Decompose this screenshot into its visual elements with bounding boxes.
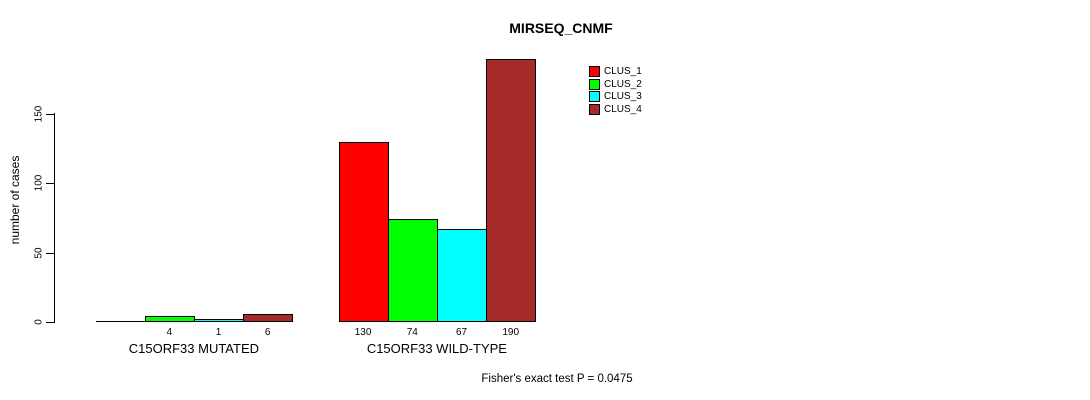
legend-swatch-clus_2	[589, 78, 600, 90]
bar-clus_4	[243, 314, 294, 322]
y-axis-tick	[46, 114, 54, 115]
category-label: C15ORF33 WILD-TYPE	[366, 341, 507, 356]
bar-clus_2	[144, 316, 195, 322]
fisher-test-annotation: Fisher's exact test P = 0.0475	[481, 373, 633, 385]
bar-value-label: 190	[502, 327, 520, 338]
legend-label-clus_2: CLUS_2	[604, 78, 642, 90]
bar-value-label: 74	[406, 327, 418, 338]
legend-swatch-clus_3	[589, 91, 600, 103]
y-axis-tick-label: 0	[33, 319, 45, 325]
bar-value-label: 130	[354, 327, 372, 338]
chart-title: MIRSEQ_CNMF	[509, 20, 613, 36]
bar-value-label: 1	[215, 327, 222, 338]
legend-swatch-clus_1	[589, 66, 600, 77]
legend-label-clus_4: CLUS_4	[604, 103, 642, 115]
y-axis-line	[54, 113, 55, 323]
legend-label-clus_3: CLUS_3	[604, 91, 642, 103]
bar-value-label: 67	[455, 327, 468, 338]
y-axis-tick-label: 150	[33, 105, 45, 123]
bar-clus_3	[436, 229, 488, 322]
y-axis-label: number of cases	[8, 155, 22, 245]
legend-label-clus_1: CLUS_1	[604, 66, 642, 77]
legend-swatch-clus_4	[589, 103, 600, 115]
y-axis-tick-label: 50	[33, 247, 45, 259]
y-axis-tick	[46, 253, 54, 254]
bar-clus_4	[486, 59, 537, 322]
category-label: C15ORF33 MUTATED	[128, 341, 260, 356]
bar-value-label: 6	[264, 327, 271, 338]
bar-zero-height	[95, 321, 146, 322]
bar-clus_1	[338, 142, 389, 322]
y-axis-tick	[46, 322, 54, 323]
bar-clus_2	[387, 219, 438, 322]
bar-clus_3	[193, 319, 245, 322]
y-axis-tick	[46, 183, 54, 184]
bar-value-label: 4	[166, 327, 173, 338]
y-axis-tick-label: 100	[33, 174, 45, 192]
